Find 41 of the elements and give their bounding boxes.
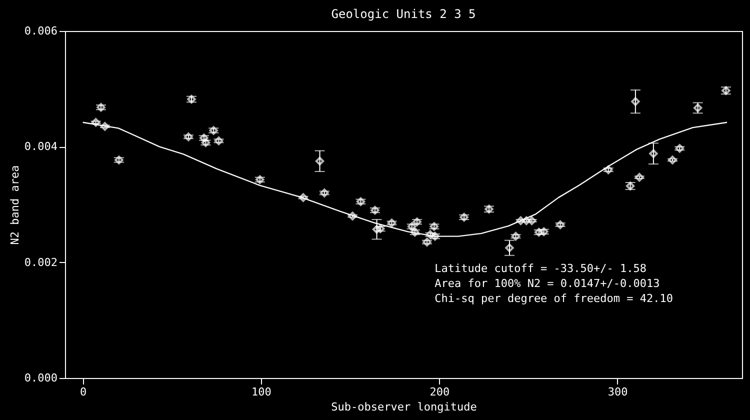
point <box>387 218 396 228</box>
point <box>675 144 684 153</box>
y-tick-label: 0.002 <box>24 256 58 269</box>
point <box>214 136 224 146</box>
point <box>649 149 658 158</box>
point <box>422 238 432 246</box>
y-tick-label: 0.006 <box>24 24 58 38</box>
point <box>372 225 382 234</box>
point <box>635 172 644 182</box>
point <box>527 216 536 226</box>
point <box>184 132 193 142</box>
point <box>540 227 548 236</box>
x-tick-label: 200 <box>430 386 450 398</box>
y-axis-title: N2 band area <box>8 165 22 245</box>
point <box>96 102 106 112</box>
point <box>315 156 324 166</box>
y-tick-label: 0.004 <box>24 140 58 154</box>
x-tick-label: 100 <box>252 386 272 398</box>
annotation: Latitude cutoff = -33.50+/- 1.58 <box>434 262 647 275</box>
point <box>320 188 329 198</box>
x-tick-label: 300 <box>608 386 628 398</box>
point <box>91 118 100 127</box>
point <box>426 230 435 239</box>
x-tick-label: 0 <box>80 386 87 398</box>
annotation: Chi-sq per degree of freedom = 42.10 <box>434 292 674 305</box>
point <box>348 212 357 220</box>
point <box>505 244 514 252</box>
annotation: Area for 100% N2 = 0.0147+/-0.0013 <box>434 277 660 290</box>
y-tick-label: 0.000 <box>24 372 58 384</box>
chart-title: Geologic Units 2 3 5 <box>331 7 476 21</box>
point <box>604 165 613 174</box>
point <box>522 216 531 226</box>
point <box>631 97 640 106</box>
point <box>100 122 110 131</box>
point <box>511 232 520 241</box>
x-axis-title: Sub-observer longitude <box>331 400 477 414</box>
point <box>516 216 526 226</box>
point <box>556 220 565 230</box>
point <box>412 217 422 226</box>
point <box>668 156 677 164</box>
point <box>298 193 308 202</box>
